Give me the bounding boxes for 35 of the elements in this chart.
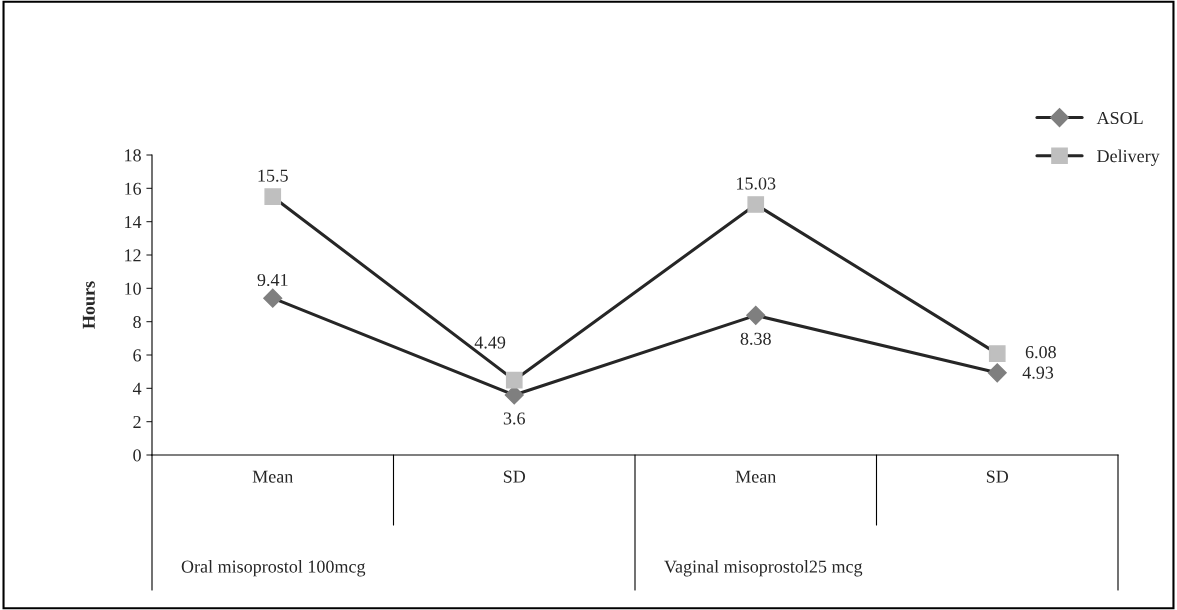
text: Vaginal misoprostol25 mcg — [664, 560, 863, 577]
data-label: 3.6 — [503, 412, 525, 425]
x-tick-label: Mean — [735, 470, 777, 483]
data-label: 4.49 — [474, 336, 506, 349]
data-label: 6.08 — [1025, 346, 1056, 359]
y-tick-label: 12 — [125, 249, 141, 262]
y-tick-label: 2 — [133, 415, 141, 428]
y-tick-label: 10 — [125, 282, 141, 295]
data-label: 9.41 — [257, 273, 288, 287]
legend-label: Delivery — [1097, 149, 1160, 166]
legend-label: ASOL — [1096, 111, 1143, 125]
point — [504, 385, 524, 405]
point — [747, 196, 765, 213]
y-tick-label: 18 — [125, 149, 141, 162]
data-label: 4.93 — [1022, 366, 1054, 379]
data-label: 15.5 — [258, 169, 288, 182]
y-tick-label: 14 — [125, 216, 142, 228]
y-tick-label: 6 — [133, 349, 142, 362]
text: Oral misoprostol 100mcg — [181, 560, 366, 577]
point — [263, 288, 283, 308]
x-tick-label: Mean — [252, 470, 294, 483]
point — [505, 371, 523, 389]
y-tick-label: 8 — [133, 315, 141, 329]
point — [988, 345, 1006, 363]
x-tick-label: SD — [503, 470, 526, 483]
x-tick-label: SD — [986, 470, 1009, 483]
y-tick-label: 16 — [125, 182, 142, 195]
y-tick-label: 4 — [132, 382, 142, 395]
y-tick-label: 0 — [133, 449, 141, 462]
point — [746, 305, 766, 325]
point — [987, 363, 1007, 383]
y-axis-title: Hours — [82, 281, 95, 329]
data-label: 15.03 — [737, 177, 776, 190]
data-label: 8.38 — [740, 332, 771, 345]
point — [264, 188, 282, 206]
